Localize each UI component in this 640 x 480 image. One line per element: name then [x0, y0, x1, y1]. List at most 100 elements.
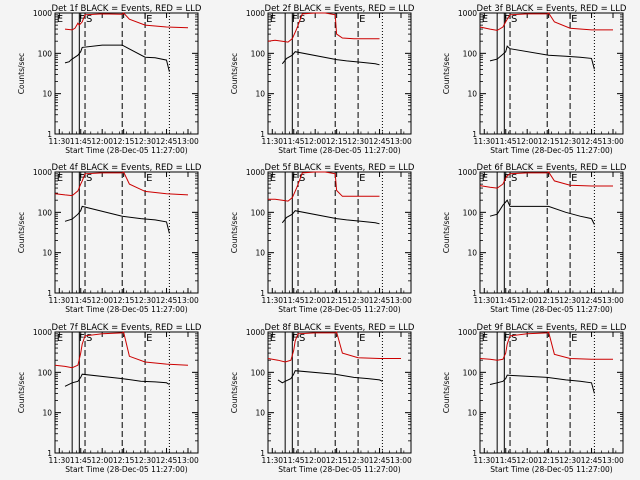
- x-tick-label: 13:00: [602, 456, 624, 465]
- x-tick-label: 12:00: [516, 137, 538, 146]
- series-lld-line: [479, 171, 613, 189]
- series-events-line: [64, 373, 170, 387]
- marker-label: E: [482, 14, 488, 25]
- x-tick-label: 12:30: [347, 296, 369, 305]
- y-tick-label: 10: [42, 90, 52, 99]
- y-tick-label: 10: [42, 249, 52, 258]
- y-tick-label: 1: [47, 130, 52, 139]
- y-tick-label: 1: [472, 130, 477, 139]
- x-tick-label: 12:15: [538, 137, 560, 146]
- x-tick-label: 13:00: [602, 137, 624, 146]
- marker-label: E: [359, 14, 365, 25]
- x-tick-label: 12:15: [326, 456, 348, 465]
- y-tick-label: 1000: [246, 328, 265, 337]
- y-tick-label: 1000: [246, 168, 265, 177]
- x-axis-label: Start Time (28-Dec-05 11:27:00): [490, 305, 612, 314]
- y-tick-label: 1000: [458, 168, 477, 177]
- panel-9: Det 9f BLACK = Events, RED = LLD 1 10 100 10…: [442, 323, 627, 474]
- y-tick-label: 100: [251, 208, 266, 217]
- x-axis-label: Start Time (28-Dec-05 11:27:00): [490, 146, 612, 155]
- x-tick-label: 11:45: [70, 456, 92, 465]
- y-axis-label: Counts/sec: [230, 372, 239, 413]
- series-events-line: [489, 199, 595, 225]
- series-lld-line: [267, 331, 401, 363]
- x-tick-label: 12:30: [347, 456, 369, 465]
- x-axis-label: Start Time (28-Dec-05 11:27:00): [65, 146, 187, 155]
- y-axis-label: Counts/sec: [442, 212, 451, 253]
- x-axis-label: Start Time (28-Dec-05 11:27:00): [490, 465, 612, 474]
- y-axis-label: Counts/sec: [230, 53, 239, 94]
- x-tick-label: 12:00: [516, 296, 538, 305]
- panel-title: Det 9f BLACK = Events, RED = LLD: [477, 323, 627, 333]
- x-tick-label: 12:45: [369, 296, 391, 305]
- series-events-line: [277, 370, 383, 384]
- panel-title: Det 4f BLACK = Events, RED = LLD: [52, 163, 202, 173]
- series-events-line: [64, 44, 170, 72]
- series-events-line: [281, 210, 380, 225]
- x-tick-label: 12:30: [134, 456, 156, 465]
- y-tick-label: 1000: [33, 168, 52, 177]
- series-events-line: [281, 51, 380, 66]
- x-tick-label: 12:45: [581, 456, 603, 465]
- y-axis-label: Counts/sec: [17, 372, 26, 413]
- x-tick-label: 12:45: [369, 456, 391, 465]
- x-tick-label: 11:45: [283, 296, 305, 305]
- x-tick-label: 11:45: [70, 296, 92, 305]
- y-tick-label: 100: [38, 368, 53, 377]
- marker-label: S: [86, 14, 92, 25]
- panel-title: Det 8f BLACK = Events, RED = LLD: [265, 323, 415, 333]
- x-tick-label: 11:30: [261, 137, 283, 146]
- y-tick-label: 10: [255, 249, 265, 258]
- x-tick-label: 12:00: [91, 456, 113, 465]
- x-tick-label: 12:00: [304, 296, 326, 305]
- marker-label: S: [511, 14, 517, 25]
- y-tick-label: 10: [255, 409, 265, 418]
- y-tick-label: 100: [251, 49, 266, 58]
- y-tick-label: 1000: [458, 9, 477, 18]
- x-tick-label: 11:45: [70, 137, 92, 146]
- panel-7: Det 7f BLACK = Events, RED = LLD 1 10 100 10…: [17, 323, 202, 474]
- panel-title: Det 1f BLACK = Events, RED = LLD: [52, 4, 202, 14]
- x-tick-label: 13:00: [602, 296, 624, 305]
- y-tick-label: 1: [260, 289, 265, 298]
- series-lld-line: [479, 12, 613, 31]
- series-events-line: [64, 205, 170, 234]
- panel-5: Det 5f BLACK = Events, RED = LLD 1 10 100 10…: [230, 163, 415, 314]
- x-tick-label: 13:00: [390, 456, 412, 465]
- marker-label: E: [571, 173, 577, 184]
- x-tick-label: 12:15: [113, 137, 135, 146]
- panel-title: Det 6f BLACK = Events, RED = LLD: [477, 163, 627, 173]
- x-tick-label: 12:45: [156, 137, 178, 146]
- x-tick-label: 13:00: [177, 456, 199, 465]
- x-tick-label: 12:15: [326, 296, 348, 305]
- plot-frame: [267, 12, 412, 135]
- y-axis-label: Counts/sec: [442, 53, 451, 94]
- x-tick-label: 12:30: [559, 296, 581, 305]
- x-tick-label: 12:00: [304, 137, 326, 146]
- x-axis-label: Start Time (28-Dec-05 11:27:00): [65, 465, 187, 474]
- y-tick-label: 10: [467, 409, 477, 418]
- series-lld-line: [54, 331, 189, 369]
- panel-6: Det 6f BLACK = Events, RED = LLD 1 10 100 10…: [442, 163, 627, 314]
- y-tick-label: 100: [251, 368, 266, 377]
- marker-label: E: [146, 333, 152, 344]
- y-axis-label: Counts/sec: [17, 53, 26, 94]
- marker-label: F: [504, 333, 510, 344]
- x-tick-label: 12:30: [134, 296, 156, 305]
- x-tick-label: 11:45: [283, 137, 305, 146]
- marker-label: E: [270, 14, 276, 25]
- x-tick-label: 11:45: [495, 296, 517, 305]
- y-tick-label: 10: [467, 249, 477, 258]
- x-tick-label: 12:45: [581, 137, 603, 146]
- x-tick-label: 12:15: [538, 296, 560, 305]
- marker-label: E: [482, 333, 488, 344]
- marker-label: F: [79, 333, 85, 344]
- panel-1: Det 1f BLACK = Events, RED = LLD 1 10 100 10…: [17, 4, 202, 155]
- x-tick-label: 11:30: [261, 296, 283, 305]
- x-tick-label: 12:00: [516, 456, 538, 465]
- marker-label: F: [292, 333, 298, 344]
- y-tick-label: 1: [472, 289, 477, 298]
- y-tick-label: 1000: [246, 9, 265, 18]
- x-tick-label: 12:00: [91, 137, 113, 146]
- marker-label: F: [79, 14, 85, 25]
